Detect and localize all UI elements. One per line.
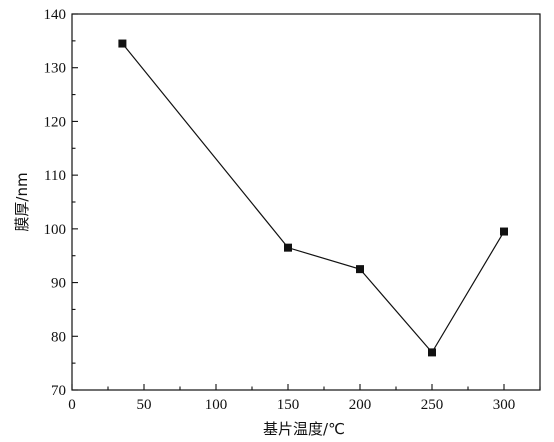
y-axis-label: 膜厚/nm [13,172,31,231]
series-line [121,43,505,354]
plot-frame [71,13,541,391]
y-tick-label: 140 [44,7,67,23]
x-tick-label: 150 [277,397,300,413]
y-tick-label: 100 [44,222,67,238]
data-point [500,227,508,236]
x-axis-label: 基片温度/℃ [263,420,345,438]
x-tick-label: 250 [421,397,444,413]
series [118,39,508,357]
data-point [356,265,364,274]
plot-area [71,13,541,391]
y-axis: 70 80 90 100 110 120 130 140 [44,7,78,399]
y-tick-label: 120 [44,114,67,130]
y-tick-label: 90 [51,276,66,292]
x-axis: 0 50 100 150 200 250 300 [68,384,541,413]
x-tick-label: 200 [349,397,372,413]
data-point [118,39,127,48]
x-tick-label: 0 [68,397,76,413]
x-tick-label: 50 [137,397,152,413]
data-point [428,348,436,357]
y-tick-label: 70 [51,383,66,399]
data-point [284,243,292,252]
y-tick-label: 80 [51,329,66,345]
x-tick-label: 100 [205,397,228,413]
y-tick-label: 110 [44,168,66,184]
x-tick-label: 300 [493,397,516,413]
y-tick-label: 130 [44,61,67,77]
